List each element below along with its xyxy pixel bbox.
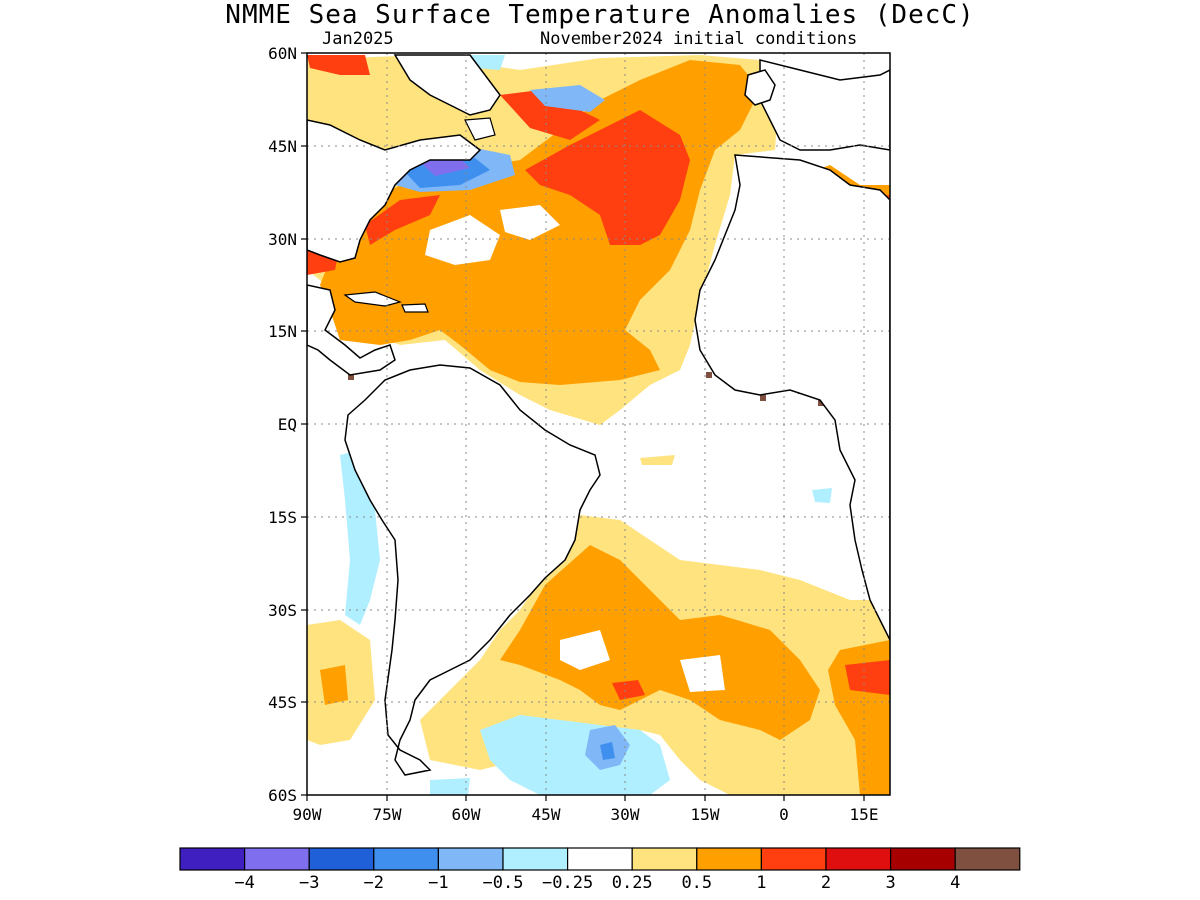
legend-label-3: −1 bbox=[428, 873, 448, 893]
anomaly-region-eq-patch bbox=[640, 455, 675, 465]
lon-label-60w: 60W bbox=[452, 805, 481, 824]
legend-swatch-12 bbox=[954, 847, 1021, 871]
land-newfoundland bbox=[464, 117, 496, 141]
legend-swatch-11 bbox=[889, 847, 956, 871]
anomaly-region-north-red bbox=[525, 110, 690, 245]
anomaly-region-sw-cool bbox=[430, 778, 470, 795]
land-north-america bbox=[307, 119, 482, 263]
legend-swatch-6 bbox=[566, 847, 633, 871]
land-south-america bbox=[344, 364, 601, 776]
lat-label-15s: 15S bbox=[268, 508, 297, 527]
anomaly-region-cool-deep bbox=[420, 158, 470, 176]
lon-label-75w: 75W bbox=[373, 805, 402, 824]
anomaly-region-pacific-orange bbox=[320, 665, 348, 705]
legend-label-8: 1 bbox=[756, 873, 766, 893]
legend-label-0: −4 bbox=[234, 873, 254, 893]
land-africa bbox=[694, 154, 890, 641]
legend-label-10: 3 bbox=[885, 873, 895, 893]
anomaly-region-south-red bbox=[612, 680, 645, 700]
legend-label-5: −0.25 bbox=[542, 873, 593, 893]
legend-label-9: 2 bbox=[821, 873, 831, 893]
anomaly-spot-africa-1 bbox=[760, 395, 766, 401]
legend-label-2: −2 bbox=[364, 873, 384, 893]
lat-label-45n: 45N bbox=[268, 137, 297, 156]
legend-label-7: 0.5 bbox=[681, 873, 712, 893]
legend-label-11: 4 bbox=[950, 873, 960, 893]
anomaly-neutral-patch-4 bbox=[680, 655, 725, 692]
anomaly-region-eq-cool bbox=[812, 488, 832, 503]
anomaly-region-labrador-cool bbox=[530, 85, 605, 112]
anomaly-spot-africa-4 bbox=[706, 372, 712, 378]
legend-swatch-7 bbox=[631, 847, 698, 871]
legend-swatch-8 bbox=[696, 847, 762, 871]
land-cuba bbox=[343, 291, 402, 307]
anomaly-region-arctic-red bbox=[307, 55, 370, 75]
lon-label-90w: 90W bbox=[293, 805, 322, 824]
lon-label-0: 0 bbox=[779, 805, 789, 824]
legend-swatch-5 bbox=[502, 847, 569, 871]
anomaly-neutral-patch-2 bbox=[500, 205, 560, 240]
lon-label-45w: 45W bbox=[532, 805, 561, 824]
land-europe bbox=[759, 59, 890, 151]
land-british-isles bbox=[744, 69, 776, 106]
initial-conditions-label: November2024 initial conditions bbox=[540, 29, 858, 49]
anomaly-spot-america bbox=[348, 374, 354, 380]
tick-marks bbox=[301, 52, 865, 801]
land-masses bbox=[307, 54, 890, 776]
land-central-america bbox=[307, 284, 396, 376]
lat-label-15n: 15N bbox=[268, 322, 297, 341]
anomaly-neutral-patch-1 bbox=[425, 215, 500, 265]
legend-label-6: 0.25 bbox=[612, 873, 653, 893]
anomaly-neutral-patch-3 bbox=[560, 630, 610, 670]
legend-swatch-1 bbox=[244, 847, 310, 871]
map-title: NMME Sea Surface Temperature Anomalies (… bbox=[225, 0, 975, 30]
graticule bbox=[307, 53, 890, 795]
legend-swatch-4 bbox=[437, 847, 504, 871]
legend-label-1: −3 bbox=[299, 873, 319, 893]
legend-swatch-10 bbox=[825, 847, 892, 871]
color-legend: −4 −3 −2 −1 −0.5 −0.25 0.25 0.5 1 2 3 4 bbox=[179, 847, 1021, 893]
land-canada-arctic bbox=[393, 54, 501, 116]
legend-label-4: −0.5 bbox=[483, 873, 524, 893]
valid-month-label: Jan2025 bbox=[322, 29, 394, 49]
lon-label-30w: 30W bbox=[611, 805, 640, 824]
lon-label-15e: 15E bbox=[850, 805, 879, 824]
legend-swatch-3 bbox=[373, 847, 439, 871]
anomaly-region-sw-red bbox=[845, 660, 890, 695]
lat-label-60n: 60N bbox=[268, 44, 297, 63]
anomaly-region-gulf-red bbox=[365, 195, 440, 245]
land-hispaniola bbox=[401, 303, 429, 313]
lat-label-eq: EQ bbox=[278, 415, 297, 434]
legend-swatch-9 bbox=[760, 847, 827, 871]
anomaly-region-labrador-red bbox=[500, 90, 600, 140]
lat-label-30s: 30S bbox=[268, 601, 297, 620]
anomaly-region-south-orange bbox=[500, 545, 820, 740]
legend-swatch-0 bbox=[179, 847, 246, 871]
lat-label-30n: 30N bbox=[268, 230, 297, 249]
lat-label-60s: 60S bbox=[268, 786, 297, 805]
anomaly-region-south-cool-deep bbox=[600, 742, 615, 760]
lon-label-15w: 15W bbox=[691, 805, 720, 824]
lat-label-45s: 45S bbox=[268, 693, 297, 712]
legend-swatch-2 bbox=[308, 847, 375, 871]
